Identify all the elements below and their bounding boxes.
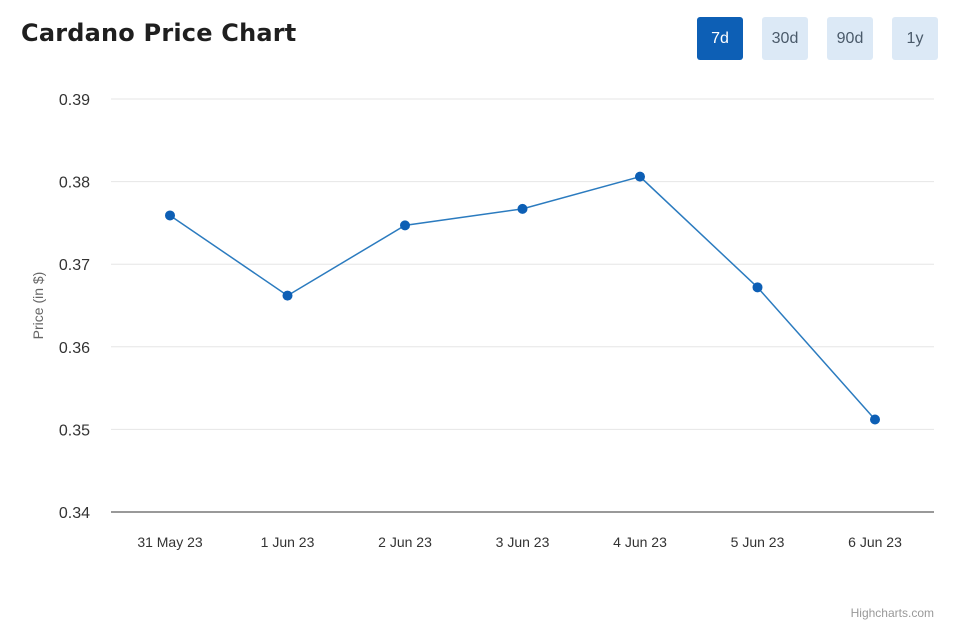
data-point-marker[interactable] <box>635 171 645 182</box>
x-tick-label: 6 Jun 23 <box>848 534 902 550</box>
y-tick-label: 0.34 <box>59 505 90 522</box>
range-tab-90d[interactable]: 90d <box>827 17 873 60</box>
y-tick-label: 0.35 <box>59 422 90 439</box>
y-tick-label: 0.36 <box>59 340 90 357</box>
range-tabs: 7d 30d 90d 1y <box>697 17 938 60</box>
x-axis-tick-labels: 31 May 23 1 Jun 23 2 Jun 23 3 Jun 23 4 Jun 2… <box>137 534 902 550</box>
data-point-marker[interactable] <box>400 220 410 231</box>
y-axis-tick-labels: 0.34 0.35 0.36 0.37 0.38 0.39 <box>59 92 90 522</box>
range-tab-1y[interactable]: 1y <box>892 17 938 60</box>
data-point-marker[interactable] <box>870 414 880 425</box>
x-tick-label: 3 Jun 23 <box>496 534 550 550</box>
page-title: Cardano Price Chart <box>21 19 297 47</box>
x-tick-label: 5 Jun 23 <box>731 534 785 550</box>
x-tick-label: 31 May 23 <box>137 534 203 550</box>
highcharts-credit-link[interactable]: Highcharts.com <box>850 606 934 620</box>
data-point-marker[interactable] <box>165 210 175 221</box>
gridlines <box>111 98 934 430</box>
range-tab-7d[interactable]: 7d <box>697 17 743 60</box>
x-tick-label: 4 Jun 23 <box>613 534 667 550</box>
y-axis-title: Price (in $) <box>30 272 46 340</box>
x-tick-label: 2 Jun 23 <box>378 534 432 550</box>
range-tab-30d[interactable]: 30d <box>762 17 808 60</box>
data-point-marker[interactable] <box>282 290 293 301</box>
y-tick-label: 0.37 <box>59 257 90 274</box>
x-tick-label: 1 Jun 23 <box>261 534 315 550</box>
series-layer <box>165 171 880 425</box>
y-tick-label: 0.38 <box>59 175 90 192</box>
data-point-marker[interactable] <box>752 282 763 293</box>
y-tick-label: 0.39 <box>59 92 90 109</box>
data-point-marker[interactable] <box>517 203 528 214</box>
